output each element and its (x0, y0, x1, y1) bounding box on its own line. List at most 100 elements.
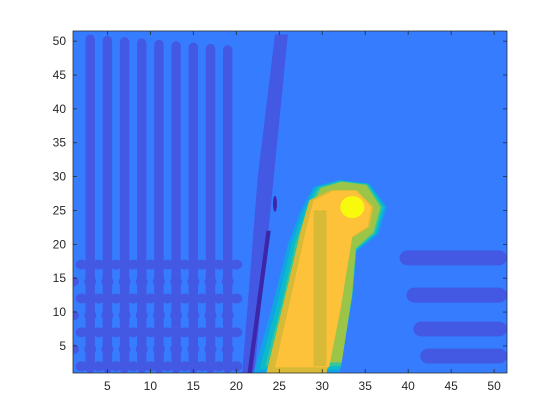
contour-lattice-cell (144, 361, 157, 372)
contour-lattice-cell (170, 310, 183, 321)
contour-lattice-cell (127, 327, 140, 338)
contour-lattice-cell (195, 259, 208, 270)
contour-lattice-cell (187, 344, 200, 355)
contour-dark-spot (272, 195, 277, 212)
contour-lattice-cell (73, 276, 79, 287)
contour-lattice-cell (230, 293, 243, 304)
contour-right-band (399, 250, 507, 266)
contour-lattice-cell (118, 344, 131, 355)
contour-stripe (137, 38, 147, 373)
y-tick-label: 45 (53, 68, 67, 82)
contour-lattice-cell (152, 310, 165, 321)
contour-lattice-cell (127, 259, 140, 270)
x-tick-label: 15 (187, 379, 201, 393)
contour-lattice-cell (204, 344, 217, 355)
contour-lattice-cell (109, 361, 122, 372)
y-axis: 5 10 15 20 25 30 35 40 45 50 (53, 34, 507, 353)
contour-lattice-cell (73, 344, 79, 355)
contour-lattice-cell (135, 276, 148, 287)
contour-lattice-cell (161, 259, 174, 270)
contour-lattice-cell (101, 276, 114, 287)
contour-lattice-cell (92, 327, 105, 338)
contour-lattice-cell (178, 293, 191, 304)
contour-lattice-cell (221, 344, 234, 355)
contour-stripe (222, 45, 233, 373)
contour-lattice-cell (221, 276, 234, 287)
contour-stripe (205, 43, 216, 373)
y-tick-label: 40 (53, 102, 67, 116)
contour-lattice-cell (161, 361, 174, 372)
contour-lattice-cell (109, 259, 122, 270)
contour-right-band (420, 348, 507, 364)
contour-lattice-cell (109, 293, 122, 304)
contour-lattice-cell (221, 310, 234, 321)
y-tick-label: 15 (53, 271, 67, 285)
contour-peak (340, 196, 365, 219)
contour-lattice-cell (109, 327, 122, 338)
contour-lattice-cell (213, 259, 226, 270)
contour-lattice-cell (152, 344, 165, 355)
contour-stripe (188, 42, 199, 373)
contour-lattice-cell (84, 310, 97, 321)
contour-lattice-cell (213, 293, 226, 304)
x-tick-label: 5 (104, 379, 111, 393)
y-tick-label: 25 (53, 203, 67, 217)
contour-lattice-cell (187, 310, 200, 321)
y-tick-label: 5 (59, 339, 66, 353)
contour-lattice-cell (92, 361, 105, 372)
contour-stripe (85, 34, 95, 373)
contour-lattice-cell (75, 361, 88, 372)
contour-lattice-cell (144, 293, 157, 304)
contour-lattice-cell (118, 276, 131, 287)
contour-right-band (413, 321, 507, 337)
contour-lattice-cell (101, 344, 114, 355)
contour-inner-strip (313, 210, 327, 367)
contour-lattice-cell (144, 327, 157, 338)
x-tick-label: 25 (273, 379, 287, 393)
contour-stripe (102, 35, 113, 373)
contour-lattice-cell (127, 293, 140, 304)
contour-lattice-cell (75, 259, 88, 270)
contour-lattice-cell (230, 327, 243, 338)
contour-lattice-cell (178, 361, 191, 372)
x-tick-label: 20 (230, 379, 244, 393)
contour-lattice-cell (213, 361, 226, 372)
contour-lattice-cell (118, 310, 131, 321)
y-tick-label: 10 (53, 305, 67, 319)
contour-lattice-cell (127, 361, 140, 372)
contour-lattice-cell (152, 276, 165, 287)
y-tick-label: 50 (53, 34, 67, 48)
x-tick-label: 45 (444, 379, 458, 393)
contour-diagonal-core (247, 230, 271, 373)
contour-lattice-cell (204, 310, 217, 321)
contour-lattice-cell (161, 327, 174, 338)
x-tick-label: 35 (359, 379, 373, 393)
contour-lattice-cell (92, 259, 105, 270)
contour-lattice-cell (204, 276, 217, 287)
contour-lattice-cell (230, 259, 243, 270)
contour-lattice-cell (144, 259, 157, 270)
contour-lattice-cell (84, 276, 97, 287)
contour-lattice-cell (170, 344, 183, 355)
contour-lattice-cell (75, 327, 88, 338)
contour-lattice-cell (84, 344, 97, 355)
contour-lattice-cell (187, 276, 200, 287)
x-tick-label: 10 (144, 379, 158, 393)
contour-lattice-cell (161, 293, 174, 304)
contour-stripe (119, 37, 130, 373)
contour-stripe (154, 39, 164, 373)
x-tick-label: 40 (401, 379, 415, 393)
axes-box (72, 30, 508, 374)
contour-lattice-cell (101, 310, 114, 321)
y-tick-label: 20 (53, 237, 67, 251)
x-tick-label: 50 (487, 379, 501, 393)
contour-lattice-cell (92, 293, 105, 304)
y-tick-label: 35 (53, 136, 67, 150)
contour-lattice-cell (170, 276, 183, 287)
x-axis: 5 10 15 20 25 30 35 40 45 50 (104, 31, 501, 393)
y-tick-label: 30 (53, 170, 67, 184)
contour-lattice-cell (195, 361, 208, 372)
contour-lattice-cell (178, 327, 191, 338)
contour-lattice-cell (178, 259, 191, 270)
